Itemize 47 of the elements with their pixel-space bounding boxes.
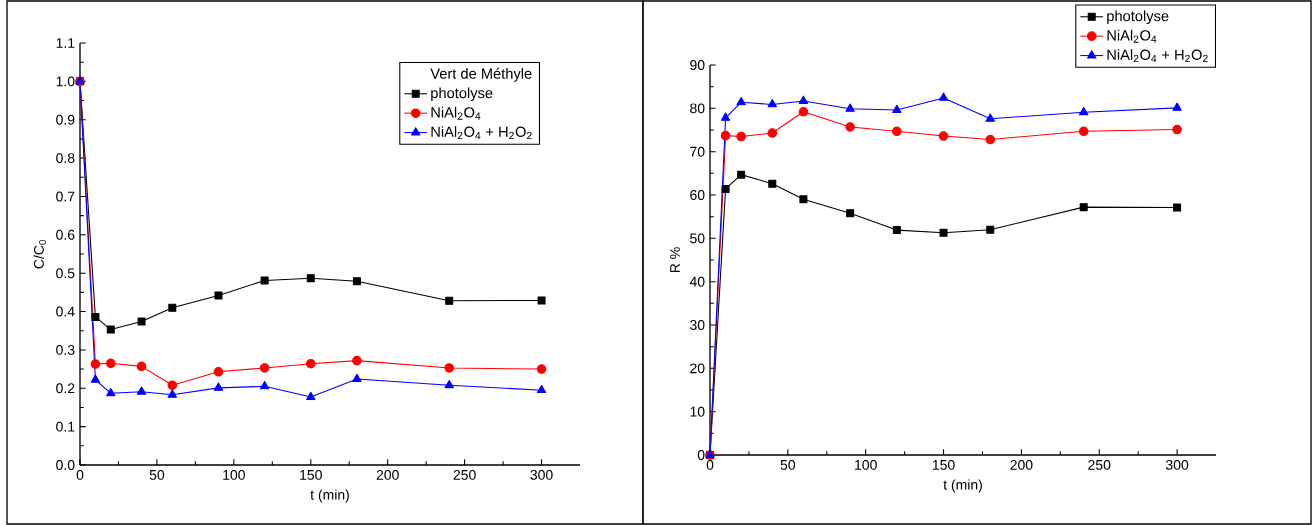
x-tick-label: 100	[855, 459, 877, 470]
y-tick-label: 0.0	[56, 460, 75, 470]
x-axis-title: t (min)	[310, 489, 349, 503]
x-tick-label: 200	[376, 469, 399, 480]
x-tick-label: 250	[1088, 459, 1111, 470]
y-tick-label: 90	[690, 60, 705, 70]
x-tick-label: 300	[1165, 459, 1189, 470]
y-tick-label: 1.0	[56, 76, 75, 87]
y-tick-label: 0.5	[56, 268, 75, 279]
y-tick-label: 0	[697, 450, 705, 460]
legend-label: NiAl$_{2}$O$_{4}$ + H$_{2}$O$_{2}$	[431, 126, 532, 140]
y-tick-label: 60	[690, 190, 705, 200]
x-tick-label: 100	[223, 469, 245, 480]
x-tick-label: 0	[76, 469, 84, 480]
y-tick-label: 0.7	[56, 191, 75, 202]
y-tick-label: 0.9	[56, 114, 75, 125]
y-tick-label: 10	[690, 406, 705, 417]
x-tick-label: 0	[706, 459, 714, 470]
y-tick-label: 0.2	[56, 383, 75, 394]
legend-title: Vert de Méthyle	[430, 67, 532, 82]
y-axis-title: C/C$_{0}$	[33, 239, 47, 269]
y-tick-label: 1.1	[56, 38, 75, 48]
x-tick-label: 150	[300, 469, 322, 480]
y-axis-title: R %	[670, 247, 680, 273]
x-axis-title: t (min)	[943, 479, 982, 493]
y-tick-label: 80	[690, 103, 705, 114]
y-tick-label: 0.6	[56, 229, 75, 240]
legend-label: NiAl$_{2}$O$_{4}$	[431, 106, 481, 120]
y-tick-label: 20	[690, 363, 705, 374]
x-tick-label: 200	[1010, 459, 1033, 470]
y-tick-label: 50	[690, 233, 705, 244]
x-tick-label: 50	[149, 469, 165, 480]
legend-label: NiAl$_{2}$O$_{4}$	[1107, 29, 1157, 43]
y-tick-label: 40	[689, 276, 705, 287]
legend-label: NiAl$_{2}$O$_{4}$ + H$_{2}$O$_{2}$	[1107, 49, 1208, 63]
x-tick-label: 250	[453, 469, 476, 480]
y-tick-label: 0.4	[56, 306, 75, 317]
y-tick-label: 0.3	[56, 344, 75, 355]
y-tick-label: 0.1	[56, 421, 75, 432]
y-tick-label: 70	[690, 146, 705, 157]
x-tick-label: 150	[932, 459, 955, 470]
x-tick-label: 50	[780, 459, 796, 470]
legend-label: photolyse	[1107, 10, 1169, 25]
y-tick-label: 30	[690, 320, 705, 330]
y-tick-label: 0.8	[56, 153, 75, 164]
legend-label: photolyse	[431, 87, 493, 102]
x-tick-label: 300	[530, 469, 553, 480]
